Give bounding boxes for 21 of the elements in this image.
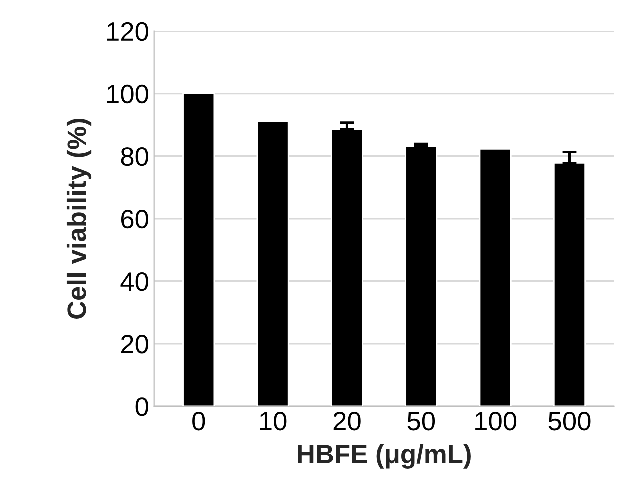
bar xyxy=(182,93,216,406)
y-tick-label: 60 xyxy=(121,210,148,229)
y-tick-label: 0 xyxy=(136,398,148,416)
bar xyxy=(479,148,512,406)
bar xyxy=(553,162,586,406)
y-tick-label: 40 xyxy=(120,272,148,292)
bar xyxy=(405,146,438,406)
bar xyxy=(330,128,364,406)
x-tick-label: 0 xyxy=(192,412,206,431)
y-axis-title: Cell viability (%) xyxy=(66,118,92,319)
x-tick-label: 10 xyxy=(260,412,287,431)
x-tick-label: 100 xyxy=(476,412,517,431)
y-tick-label: 120 xyxy=(107,22,148,42)
x-tick-label: 500 xyxy=(548,412,591,431)
x-tick-label: 50 xyxy=(408,412,436,431)
y-tick-label: 20 xyxy=(121,335,148,354)
x-tick-label: 20 xyxy=(334,412,361,431)
y-tick-label: 100 xyxy=(107,84,148,104)
y-tick-label: 80 xyxy=(121,147,148,166)
x-axis-title: HBFE (μg/mL) xyxy=(298,444,471,469)
bar xyxy=(256,120,290,406)
